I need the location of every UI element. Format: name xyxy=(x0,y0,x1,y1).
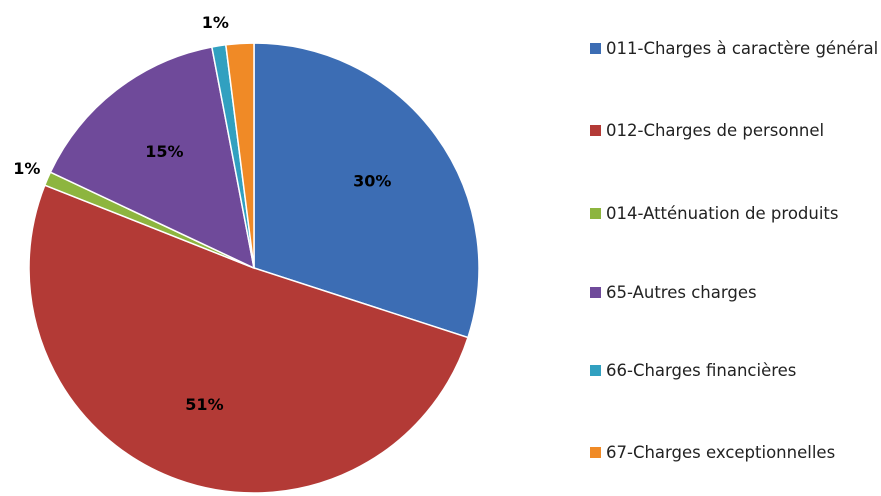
legend-swatch xyxy=(590,447,601,458)
legend-item: 014-Atténuation de produits xyxy=(590,201,881,227)
legend-item: 012-Charges de personnel xyxy=(590,118,881,144)
pie-slice xyxy=(224,42,255,269)
legend-label: 67-Charges exceptionnelles xyxy=(606,443,836,462)
legend-label: 011-Charges à caractère général xyxy=(606,39,879,58)
legend-label: 66-Charges financières xyxy=(606,361,797,380)
pie-slice xyxy=(253,42,480,339)
pie-slice xyxy=(28,184,469,494)
chart: 30% 51% 1% 15% 1% xyxy=(13,13,480,494)
legend-item: 66-Charges financières xyxy=(590,358,881,384)
legend-swatch xyxy=(590,287,601,298)
legend-swatch xyxy=(590,43,601,54)
legend-swatch xyxy=(590,365,601,376)
legend-item: 67-Charges exceptionnelles xyxy=(590,440,881,466)
legend-swatch xyxy=(590,125,601,136)
legend-label: 65-Autres charges xyxy=(606,283,757,302)
data-label: 51% xyxy=(185,395,223,414)
legend-swatch xyxy=(590,208,601,219)
data-label: 30% xyxy=(353,172,391,191)
data-label: 15% xyxy=(145,142,183,161)
pie-slice xyxy=(49,46,256,270)
data-label: 1% xyxy=(13,159,40,178)
legend-item: 011-Charges à caractère général xyxy=(590,36,881,62)
data-label: 1% xyxy=(202,13,229,32)
legend-label: 014-Atténuation de produits xyxy=(606,204,839,223)
legend-label: 012-Charges de personnel xyxy=(606,121,825,140)
legend-item: 65-Autres charges xyxy=(590,280,881,306)
